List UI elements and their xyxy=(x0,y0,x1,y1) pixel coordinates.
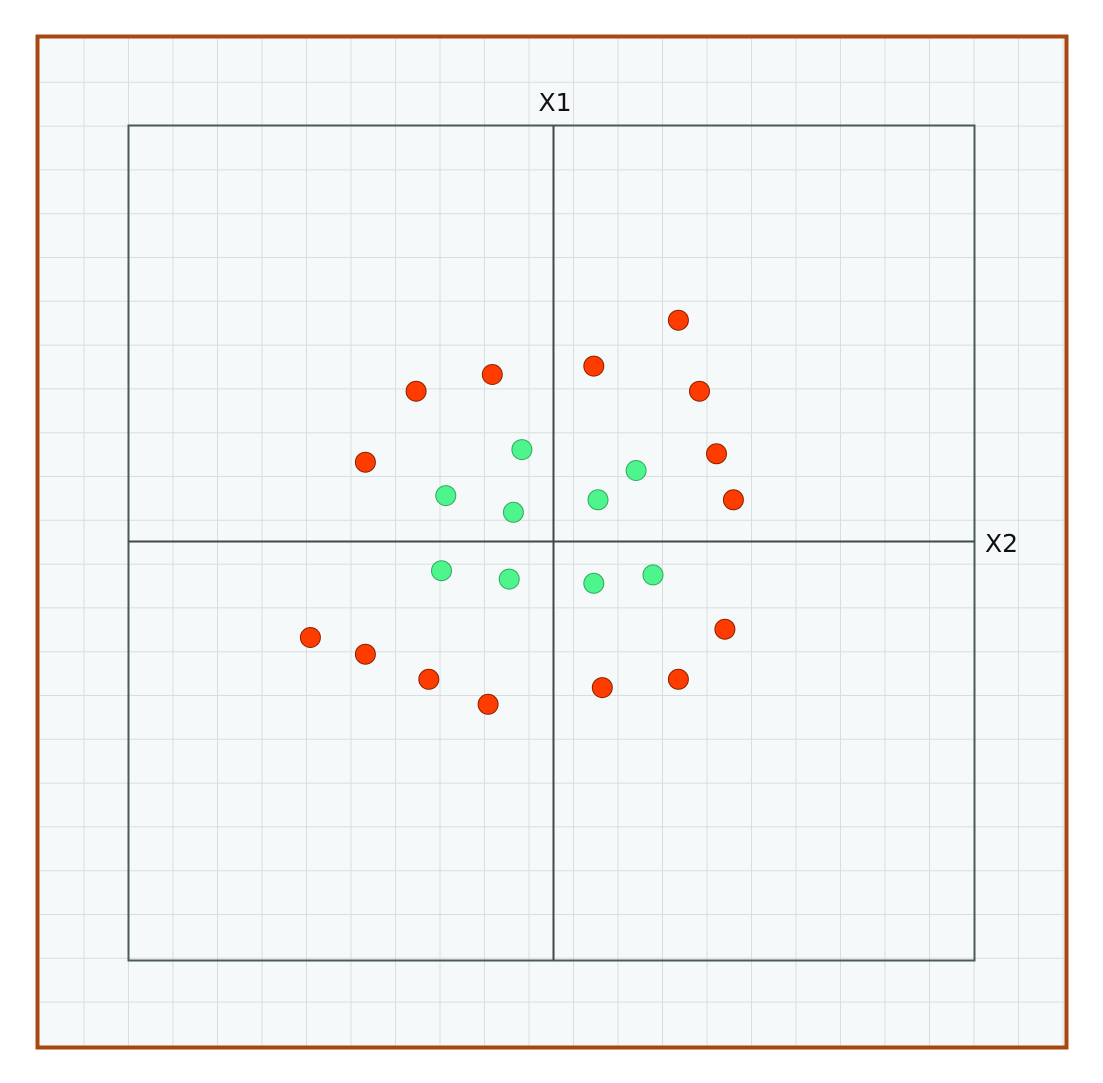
outer-class-point xyxy=(706,443,727,465)
inner-class-point xyxy=(431,560,452,582)
outer-class-point xyxy=(591,677,613,699)
inner-class-point xyxy=(642,564,664,586)
x2-axis-label: X2 xyxy=(985,529,1018,558)
inner-class-point xyxy=(587,489,609,511)
inner-class-point xyxy=(435,485,457,507)
outer-class-point xyxy=(354,643,376,665)
outer-class-point xyxy=(689,380,710,402)
outer-class-point xyxy=(405,380,427,402)
inner-class-point xyxy=(498,568,520,590)
inner-class-point xyxy=(511,439,533,461)
outer-class-point xyxy=(583,355,605,377)
data-points xyxy=(299,309,744,715)
plot-area-border xyxy=(127,124,976,962)
inner-class-point xyxy=(583,572,605,594)
x1-axis-label: X1 xyxy=(538,88,571,117)
inner-class-point xyxy=(625,460,647,481)
outer-class-point xyxy=(667,309,689,331)
outer-class-point xyxy=(481,364,503,385)
outer-class-point xyxy=(477,693,499,715)
outer-class-point xyxy=(722,489,744,511)
outer-class-point xyxy=(667,668,689,690)
outer-class-point xyxy=(299,627,321,648)
outer-class-point xyxy=(354,451,376,473)
outer-class-point xyxy=(714,618,736,640)
outer-class-point xyxy=(418,668,440,690)
inner-class-point xyxy=(502,501,524,523)
